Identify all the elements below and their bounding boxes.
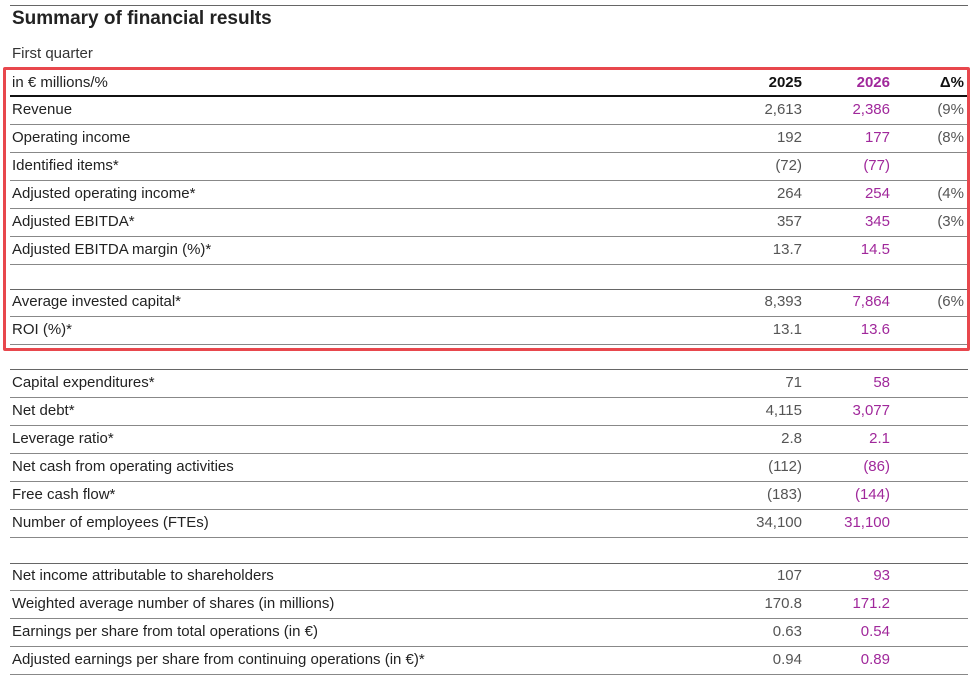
cell-value: 2,386 xyxy=(852,101,890,118)
cell-value: 13.7 xyxy=(772,241,802,258)
cell-value: 345 xyxy=(864,213,890,230)
cell-value: 0.89 xyxy=(860,651,890,668)
row-label: Net income attributable to shareholders xyxy=(12,567,274,584)
column-header: in € millions/% xyxy=(12,74,108,91)
row-label: Capital expenditures* xyxy=(12,374,155,391)
row-rule xyxy=(10,590,968,591)
cell-value: 0.54 xyxy=(860,623,890,640)
row-label: Free cash flow* xyxy=(12,486,116,503)
cell-value: 31,100 xyxy=(844,514,890,531)
cell-value: 0.94 xyxy=(772,651,802,668)
cell-value: 71 xyxy=(785,374,802,391)
row-label: Average invested capital* xyxy=(12,293,181,310)
row-rule xyxy=(10,674,968,675)
cell-value: 0.63 xyxy=(772,623,802,640)
row-label: Revenue xyxy=(12,101,73,118)
row-rule xyxy=(10,537,968,538)
row-rule xyxy=(10,646,968,647)
row-rule xyxy=(10,618,968,619)
cell-value: (144) xyxy=(854,486,890,503)
cell-value: (183) xyxy=(766,486,802,503)
row-label: Net debt* xyxy=(12,402,75,419)
row-label: ROI (%)* xyxy=(12,321,72,338)
cell-value: 171.2 xyxy=(852,595,890,612)
column-header: 2026 xyxy=(856,74,890,91)
cell-value: 4,115 xyxy=(765,402,802,419)
rule xyxy=(10,289,968,290)
row-rule xyxy=(10,208,968,209)
row-rule xyxy=(10,180,968,181)
row-label: Leverage ratio* xyxy=(12,430,114,447)
cell-value: 192 xyxy=(776,129,802,146)
row-rule xyxy=(10,397,968,398)
highlight-box xyxy=(3,67,970,351)
cell-value: 13.1 xyxy=(772,321,802,338)
row-rule xyxy=(10,264,968,265)
cell-value: (77) xyxy=(863,157,890,174)
row-label: Adjusted operating income* xyxy=(12,185,196,202)
cell-value: 2.8 xyxy=(781,430,802,447)
subtitle: First quarter xyxy=(12,45,93,62)
row-label: Adjusted earnings per share from continu… xyxy=(12,651,425,668)
row-label: Weighted average number of shares (in mi… xyxy=(12,595,335,612)
cell-value: 3,077 xyxy=(852,402,890,419)
cell-value: 2.1 xyxy=(869,430,890,447)
cell-value: 264 xyxy=(776,185,802,202)
cell-value: (6% xyxy=(937,293,964,310)
row-rule xyxy=(10,152,968,153)
cell-value: 58 xyxy=(873,374,890,391)
row-label: Operating income xyxy=(12,129,131,146)
rule xyxy=(10,5,968,6)
cell-value: 107 xyxy=(776,567,802,584)
row-label: Adjusted EBITDA margin (%)* xyxy=(12,241,212,258)
row-rule xyxy=(10,316,968,317)
cell-value: (9% xyxy=(937,101,964,118)
rule xyxy=(10,369,968,370)
cell-value: 93 xyxy=(873,567,890,584)
row-rule xyxy=(10,425,968,426)
column-header: 2025 xyxy=(768,74,802,91)
cell-value: 8,393 xyxy=(764,293,802,310)
row-rule xyxy=(10,453,968,454)
row-label: Number of employees (FTEs) xyxy=(12,514,209,531)
row-rule xyxy=(10,236,968,237)
row-label: Net cash from operating activities xyxy=(12,458,234,475)
cell-value: 177 xyxy=(864,129,890,146)
row-rule xyxy=(10,124,968,125)
cell-value: 34,100 xyxy=(756,514,802,531)
cell-value: (3% xyxy=(937,213,964,230)
cell-value: 7,864 xyxy=(852,293,890,310)
row-label: Adjusted EBITDA* xyxy=(12,213,135,230)
rule xyxy=(10,563,968,564)
cell-value: 254 xyxy=(864,185,890,202)
cell-value: (112) xyxy=(768,458,802,475)
cell-value: 13.6 xyxy=(860,321,890,338)
row-rule xyxy=(10,344,968,345)
row-label: Identified items* xyxy=(12,157,119,174)
cell-value: 2,613 xyxy=(764,101,802,118)
row-rule xyxy=(10,481,968,482)
cell-value: 14.5 xyxy=(860,241,890,258)
row-label: Earnings per share from total operations… xyxy=(12,623,318,640)
column-header: Δ% xyxy=(939,74,964,91)
cell-value: 170.8 xyxy=(764,595,802,612)
cell-value: (72) xyxy=(775,157,802,174)
cell-value: (8% xyxy=(937,129,964,146)
cell-value: 357 xyxy=(776,213,802,230)
title: Summary of financial results xyxy=(12,8,272,29)
cell-value: (86) xyxy=(863,458,890,475)
header-rule xyxy=(10,95,968,97)
row-rule xyxy=(10,509,968,510)
cell-value: (4% xyxy=(937,185,964,202)
